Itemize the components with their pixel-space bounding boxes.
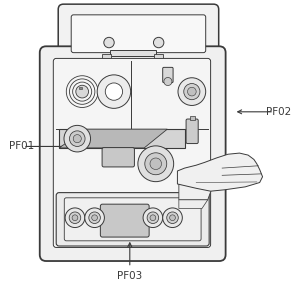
Circle shape — [69, 212, 81, 224]
Circle shape — [145, 153, 167, 175]
Circle shape — [154, 37, 164, 48]
FancyBboxPatch shape — [58, 4, 219, 59]
Circle shape — [73, 135, 81, 143]
FancyBboxPatch shape — [56, 193, 209, 246]
Circle shape — [64, 125, 91, 152]
Circle shape — [70, 131, 85, 146]
Polygon shape — [179, 200, 208, 209]
Text: PF02: PF02 — [266, 107, 291, 117]
FancyBboxPatch shape — [64, 198, 201, 241]
Polygon shape — [154, 54, 163, 58]
Polygon shape — [59, 129, 167, 148]
Text: PF01: PF01 — [9, 142, 34, 151]
Circle shape — [85, 208, 104, 228]
Circle shape — [164, 77, 172, 86]
Circle shape — [150, 158, 161, 170]
Polygon shape — [177, 153, 262, 191]
Polygon shape — [102, 54, 111, 58]
Polygon shape — [110, 50, 156, 55]
Circle shape — [184, 84, 200, 100]
Circle shape — [105, 83, 123, 100]
FancyBboxPatch shape — [40, 46, 226, 261]
Text: PF03: PF03 — [117, 271, 142, 281]
Circle shape — [76, 85, 88, 98]
Circle shape — [92, 215, 98, 221]
Circle shape — [143, 208, 163, 228]
Polygon shape — [79, 87, 82, 89]
Polygon shape — [190, 116, 195, 120]
Circle shape — [167, 212, 178, 224]
Circle shape — [89, 212, 100, 224]
Circle shape — [97, 75, 131, 108]
Circle shape — [104, 37, 114, 48]
Circle shape — [138, 146, 174, 182]
FancyBboxPatch shape — [71, 15, 206, 53]
Circle shape — [163, 208, 182, 228]
Circle shape — [150, 215, 156, 221]
Circle shape — [169, 215, 175, 221]
FancyBboxPatch shape — [53, 58, 211, 247]
Circle shape — [65, 208, 85, 228]
Polygon shape — [59, 129, 184, 148]
Circle shape — [178, 78, 206, 106]
Circle shape — [188, 87, 196, 96]
Polygon shape — [179, 184, 214, 200]
FancyBboxPatch shape — [102, 148, 134, 167]
Circle shape — [72, 215, 78, 221]
FancyBboxPatch shape — [100, 204, 149, 237]
Circle shape — [147, 212, 159, 224]
FancyBboxPatch shape — [186, 119, 198, 144]
FancyBboxPatch shape — [163, 67, 173, 83]
